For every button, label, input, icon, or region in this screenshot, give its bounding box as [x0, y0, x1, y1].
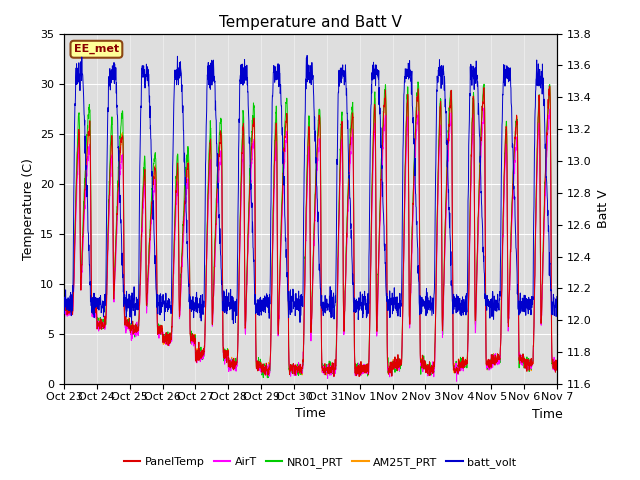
AirT: [324, 370, 332, 375]
PanelTemp: [524, 364, 531, 370]
PanelTemp: [355, 373, 363, 379]
Y-axis label: Batt V: Batt V: [597, 190, 610, 228]
Text: Time: Time: [532, 408, 563, 420]
AirT: [454, 369, 461, 375]
Line: AirT: AirT: [64, 108, 557, 381]
batt_volt: [454, 293, 461, 299]
AirT: [198, 357, 205, 362]
PanelTemp: [198, 352, 205, 358]
AM25T_PRT: [335, 206, 343, 212]
NR01_PRT: [60, 305, 68, 311]
Line: AM25T_PRT: AM25T_PRT: [64, 86, 557, 377]
AM25T_PRT: [324, 367, 332, 372]
AirT: [335, 231, 342, 237]
Legend: PanelTemp, AirT, NR01_PRT, AM25T_PRT, batt_volt: PanelTemp, AirT, NR01_PRT, AM25T_PRT, ba…: [119, 452, 521, 472]
batt_volt: [60, 300, 68, 306]
Line: batt_volt: batt_volt: [64, 55, 557, 324]
Line: NR01_PRT: NR01_PRT: [64, 82, 557, 378]
PanelTemp: [546, 84, 554, 89]
Title: Temperature and Batt V: Temperature and Batt V: [219, 15, 402, 30]
NR01_PRT: [553, 361, 561, 367]
batt_volt: [128, 321, 136, 326]
AM25T_PRT: [553, 358, 561, 363]
AirT: [524, 367, 531, 372]
NR01_PRT: [198, 356, 205, 361]
AM25T_PRT: [454, 369, 461, 374]
NR01_PRT: [414, 79, 422, 85]
AM25T_PRT: [264, 374, 271, 380]
AirT: [510, 179, 518, 184]
NR01_PRT: [524, 364, 531, 370]
AirT: [60, 309, 68, 315]
batt_volt: [335, 84, 343, 89]
batt_volt: [510, 186, 518, 192]
batt_volt: [553, 294, 561, 300]
AM25T_PRT: [524, 361, 531, 367]
PanelTemp: [454, 369, 461, 375]
AirT: [553, 360, 561, 366]
batt_volt: [324, 302, 332, 308]
Text: EE_met: EE_met: [74, 44, 119, 54]
AM25T_PRT: [509, 169, 517, 175]
AM25T_PRT: [546, 84, 554, 89]
NR01_PRT: [335, 201, 343, 206]
NR01_PRT: [454, 364, 461, 370]
PanelTemp: [324, 367, 332, 373]
PanelTemp: [553, 360, 561, 366]
AirT: [452, 378, 460, 384]
AirT: [480, 105, 488, 111]
batt_volt: [303, 52, 311, 58]
batt_volt: [198, 302, 205, 308]
NR01_PRT: [324, 365, 332, 371]
Line: PanelTemp: PanelTemp: [64, 86, 557, 376]
PanelTemp: [60, 304, 68, 310]
Y-axis label: Temperature (C): Temperature (C): [22, 158, 35, 260]
AM25T_PRT: [198, 350, 205, 356]
X-axis label: Time: Time: [295, 407, 326, 420]
PanelTemp: [335, 217, 342, 223]
NR01_PRT: [264, 375, 271, 381]
NR01_PRT: [510, 160, 518, 166]
batt_volt: [524, 297, 531, 302]
PanelTemp: [509, 167, 517, 172]
AM25T_PRT: [60, 307, 68, 312]
